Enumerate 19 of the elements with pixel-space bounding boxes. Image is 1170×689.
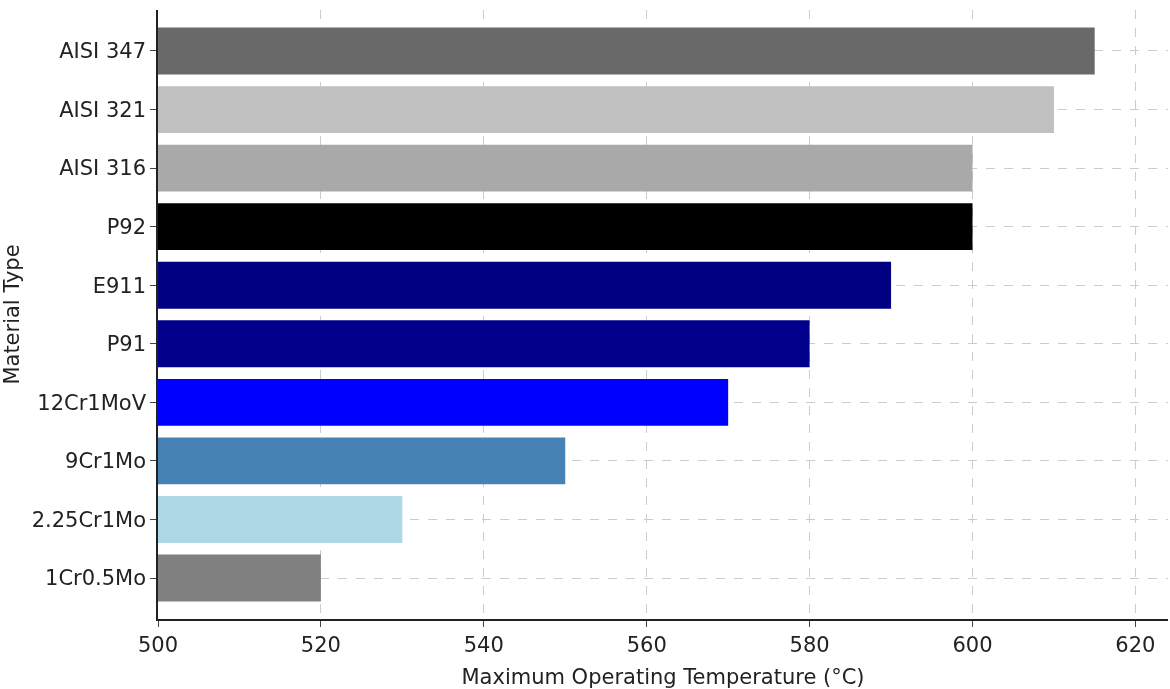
y-tick-label: P91 — [106, 332, 147, 357]
x-tick-label: 560 — [626, 632, 667, 657]
x-tick-label: 600 — [952, 632, 993, 657]
x-tick-label: 540 — [463, 632, 504, 657]
y-tick-label: AISI 321 — [59, 97, 147, 122]
x-tick-label: 620 — [1115, 632, 1156, 657]
x-tick-label: 500 — [137, 632, 179, 657]
x-tick-label: 580 — [789, 632, 830, 657]
y-tick-label: 2.25Cr1Mo — [31, 507, 147, 532]
y-tick-label: 1Cr0.5Mo — [45, 566, 147, 591]
y-axis-title: Material Type — [0, 244, 24, 385]
y-tick-label: 12Cr1MoV — [37, 390, 147, 415]
y-tick-label: AISI 316 — [59, 156, 147, 181]
x-tick-label: 520 — [300, 632, 341, 657]
y-tick-label: E911 — [92, 273, 147, 298]
x-axis-title: Maximum Operating Temperature (°C) — [461, 665, 865, 689]
y-tick-label: AISI 347 — [59, 39, 147, 64]
y-tick-label: P92 — [106, 215, 147, 240]
y-tick-label: 9Cr1Mo — [65, 449, 147, 474]
